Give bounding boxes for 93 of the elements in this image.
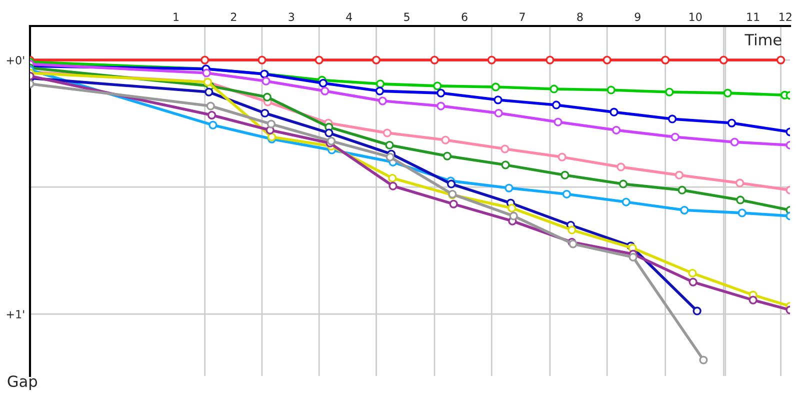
point (375, 86, 384, 96)
point (382, 128, 392, 138)
x-tick-label: 2 (230, 12, 236, 21)
point (262, 76, 270, 86)
point (494, 108, 503, 118)
point (560, 170, 570, 180)
point (324, 128, 334, 138)
point (260, 108, 270, 118)
point (430, 56, 439, 64)
point (665, 88, 674, 96)
point (200, 56, 210, 64)
point (208, 120, 218, 130)
x-tick-label: 8 (577, 12, 583, 22)
x-tick-label: 11 (747, 12, 760, 21)
point (736, 196, 745, 204)
point (618, 180, 628, 188)
point (680, 206, 689, 214)
point (487, 56, 496, 64)
point (504, 184, 514, 192)
x-tick-label: 4 (346, 12, 352, 21)
point (699, 356, 708, 364)
point (748, 296, 758, 304)
point (388, 182, 398, 190)
x-tick-label: 10 (690, 12, 702, 22)
point (546, 56, 554, 64)
point (723, 88, 732, 98)
point (688, 268, 697, 278)
point (558, 152, 566, 162)
point (622, 198, 630, 206)
point (661, 56, 670, 64)
point (436, 88, 446, 98)
point (266, 120, 276, 128)
point (436, 102, 446, 110)
point (433, 82, 442, 90)
point (550, 84, 558, 94)
point (738, 208, 746, 218)
point (562, 190, 571, 198)
x-tick-label: 1 (174, 12, 179, 21)
point (314, 56, 324, 64)
point (670, 132, 680, 142)
point (320, 86, 330, 96)
point (258, 56, 266, 64)
point (616, 162, 626, 172)
point (372, 56, 381, 64)
x-tick-label: 9 (634, 12, 640, 22)
point (204, 88, 214, 96)
point (388, 174, 397, 182)
point (385, 140, 394, 150)
point (318, 78, 328, 88)
point (552, 100, 561, 110)
x-axis-title: Time (744, 34, 782, 46)
x-tick-label: 5 (404, 12, 410, 22)
point (602, 56, 612, 64)
x-tick-label: 6 (462, 12, 468, 22)
point (509, 212, 518, 220)
point (449, 200, 458, 208)
point (378, 96, 387, 106)
y-tick-label: +1' (6, 310, 24, 318)
x-tick-label: 12 (780, 12, 792, 21)
point (692, 306, 702, 316)
point (628, 252, 638, 262)
point (719, 56, 728, 64)
point (606, 86, 616, 94)
point (610, 108, 618, 116)
point (735, 178, 744, 188)
y-tick-label: +0' (6, 56, 24, 64)
point (262, 92, 272, 102)
point (730, 138, 739, 146)
point (674, 170, 684, 180)
point (442, 152, 452, 160)
x-tick-label: 3 (288, 12, 294, 22)
point (668, 114, 677, 124)
point (207, 110, 216, 120)
point (508, 204, 516, 212)
point (206, 102, 215, 110)
point (446, 180, 456, 188)
point (441, 136, 450, 144)
y-axis-title: Gap (8, 375, 38, 390)
point (376, 80, 385, 88)
x-tick-label: 7 (520, 12, 525, 21)
point (678, 186, 686, 194)
point (491, 82, 500, 92)
point (386, 152, 394, 162)
point (500, 144, 510, 154)
point (776, 56, 786, 64)
point (202, 68, 211, 78)
point (554, 118, 562, 126)
point (568, 226, 576, 234)
point (612, 126, 621, 134)
point (727, 118, 736, 128)
point (688, 278, 698, 286)
point (494, 96, 502, 104)
point (501, 160, 510, 170)
